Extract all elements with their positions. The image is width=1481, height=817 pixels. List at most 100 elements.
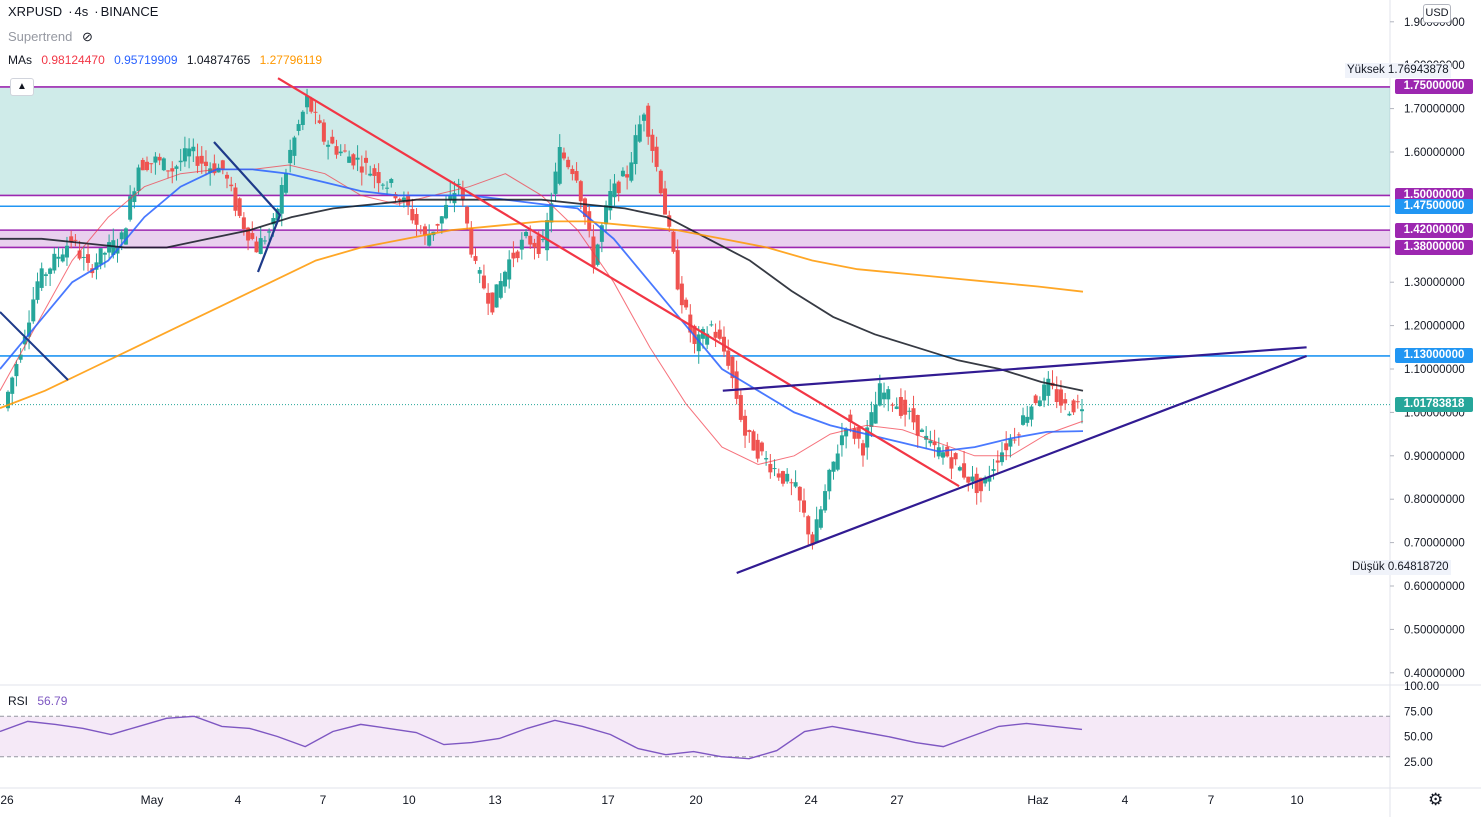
candle-body [671,231,676,252]
candle-body [481,275,486,289]
candle-body [898,397,903,416]
candle-body [999,452,1004,463]
candle-body [991,469,996,471]
candle-body [641,114,646,121]
candle-body [1037,400,1042,407]
candle-body [814,519,819,543]
candle-body [1075,401,1080,403]
high-label: Yüksek [1347,64,1385,76]
candle-body [27,322,32,337]
candle-body [347,156,352,163]
candle-body [178,160,183,163]
candle-body [831,461,836,472]
price-box-2: 1.47500000 [1395,198,1473,214]
time-tick-label: 13 [488,793,502,807]
candle-body [1025,416,1030,423]
candle-body [296,124,301,131]
rsi-legend[interactable]: RSI 56.79 [8,694,73,708]
candle-body [262,240,267,242]
candle-body [444,204,449,219]
candle-body [452,193,457,204]
candle-body [203,161,208,166]
candle-body [511,252,516,259]
candle-body [532,242,537,248]
candle-body [637,124,642,142]
candle-body [599,225,604,242]
rsi-tick-label: 50.00 [1404,732,1433,744]
candle-body [962,463,967,478]
candle-body [612,183,617,198]
gear-icon[interactable]: ⚙ [1428,790,1444,809]
currency-button[interactable]: USD [1423,4,1451,23]
candle-body [52,253,57,271]
candle-body [233,187,238,211]
candle-body [279,185,284,214]
candle-body [578,181,583,202]
symbol-legend: XRPUSD · 4s · BINANCE [8,4,159,19]
candle-body [730,356,735,379]
candle-body [98,248,103,265]
candle-body [56,256,61,259]
candle-body [380,184,385,186]
ma-value-4: 1.27796119 [259,53,323,67]
eye-hidden-icon[interactable]: ⊘ [81,29,93,44]
candle-body [225,174,230,179]
candle-body [77,250,82,259]
candle-body [305,95,310,108]
candle-body [953,453,958,460]
symbol-name: XRPUSD [8,4,63,19]
trendline-1 [722,346,1307,392]
candle-body [1029,406,1034,420]
candle-body [827,469,832,492]
candle-body [212,163,217,174]
candle-body [1067,413,1072,416]
candle-body [705,333,710,345]
candle-body [364,157,368,163]
candle-body [789,482,794,484]
candle-body [570,168,575,175]
candle-body [785,473,790,482]
candle-body [410,209,415,221]
candle-body [469,227,474,255]
candle-body [561,152,566,159]
candle-body [389,179,394,183]
candle-body [932,441,937,446]
ma-legend[interactable]: MAs 0.98124470 0.95719909 1.04874765 1.2… [8,53,328,67]
supertrend-legend[interactable]: Supertrend ⊘ [8,29,99,45]
chevron-up-icon[interactable]: ▲ [10,78,34,96]
candle-body [220,160,225,170]
timeframe-label[interactable]: 4s [74,4,89,19]
candle-body [566,159,571,168]
candle-body [157,156,162,161]
candle-body [907,410,912,412]
candle-body [123,228,128,245]
candle-body [675,250,680,290]
price-box-4: 1.38000000 [1395,239,1473,255]
candle-body [882,392,887,400]
price-box-0: 1.75000000 [1395,79,1473,95]
rsi-line [0,715,1083,760]
rsi-value: 56.79 [37,694,68,708]
candle-body [818,509,823,528]
rsi-band [0,716,1390,757]
candle-body [136,167,141,192]
candle-body [355,157,360,160]
candle-body [633,135,638,165]
candle-body [625,174,630,178]
candle-body [540,239,545,241]
candle-body [873,404,878,424]
candle-body [237,198,242,216]
candle-body [31,299,36,322]
candle-body [48,268,53,274]
candle-body [747,430,752,433]
ma-line-2 [0,168,1084,453]
candle-body [465,206,470,224]
ma-value-3: 1.04874765 [186,53,251,67]
price-zone-0 [0,86,1390,196]
ma-value-1: 0.98124470 [41,53,105,67]
candle-body [254,241,259,253]
candle-body [802,500,807,513]
candle-body [877,383,882,406]
candle-body [393,193,398,199]
